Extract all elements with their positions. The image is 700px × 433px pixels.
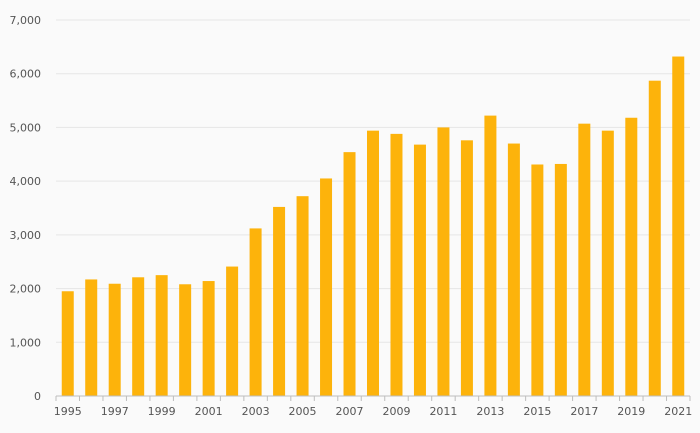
y-tick-label: 3,000 bbox=[10, 229, 42, 242]
x-tick-label: 2017 bbox=[570, 405, 598, 418]
bar-2001 bbox=[202, 281, 215, 396]
x-tick-label: 1995 bbox=[54, 405, 82, 418]
bar-2003 bbox=[249, 228, 262, 396]
bar-2019 bbox=[625, 117, 638, 396]
x-tick-label: 2013 bbox=[476, 405, 504, 418]
bar-1997 bbox=[108, 283, 121, 396]
bar-2013 bbox=[484, 115, 497, 397]
bar-2017 bbox=[578, 123, 591, 396]
x-tick-label: 2019 bbox=[617, 405, 645, 418]
bar-2016 bbox=[554, 163, 567, 396]
x-tick-label: 2021 bbox=[664, 405, 692, 418]
bar-2000 bbox=[179, 284, 192, 396]
bar-2006 bbox=[320, 178, 333, 396]
x-tick-label: 2005 bbox=[289, 405, 317, 418]
bar-1999 bbox=[155, 275, 168, 396]
y-tick-label: 2,000 bbox=[10, 283, 42, 296]
x-tick-label: 2007 bbox=[336, 405, 364, 418]
bar-2008 bbox=[367, 130, 379, 396]
axes bbox=[55, 395, 691, 401]
bar-1995 bbox=[61, 291, 74, 396]
y-tick-label: 0 bbox=[34, 390, 41, 403]
y-tick-label: 7,000 bbox=[10, 14, 42, 27]
bar-2021 bbox=[672, 56, 685, 396]
bar-2002 bbox=[226, 266, 239, 396]
bar-2018 bbox=[601, 130, 614, 396]
bar-2011 bbox=[437, 127, 450, 396]
bar-2012 bbox=[460, 140, 473, 396]
x-tick-label: 2011 bbox=[429, 405, 457, 418]
bar-2015 bbox=[531, 164, 544, 396]
x-tick-label: 2003 bbox=[242, 405, 270, 418]
x-tick-label: 2015 bbox=[523, 405, 551, 418]
x-tick-label: 2009 bbox=[382, 405, 410, 418]
bar-2009 bbox=[390, 133, 403, 397]
y-tick-label: 4,000 bbox=[10, 175, 42, 188]
tick-labels: 0 1,000 2,000 3,000 4,000 5,000 6,000 7,000 1995… bbox=[10, 14, 693, 418]
y-tick-label: 1,000 bbox=[10, 336, 42, 349]
bar-2007 bbox=[343, 152, 356, 396]
bars bbox=[61, 56, 685, 397]
bar-2010 bbox=[413, 144, 426, 396]
x-tick-label: 1997 bbox=[101, 405, 129, 418]
bar-2014 bbox=[507, 143, 520, 396]
y-tick-label: 6,000 bbox=[10, 68, 42, 81]
bar-1996 bbox=[85, 279, 98, 396]
bar-2005 bbox=[296, 196, 309, 396]
bar-1998 bbox=[132, 277, 145, 396]
x-tick-label: 2001 bbox=[195, 405, 223, 418]
y-tick-label: 5,000 bbox=[10, 121, 42, 134]
x-tick-label: 1999 bbox=[148, 405, 176, 418]
bar-2020 bbox=[648, 80, 661, 396]
bar-2004 bbox=[273, 206, 286, 396]
